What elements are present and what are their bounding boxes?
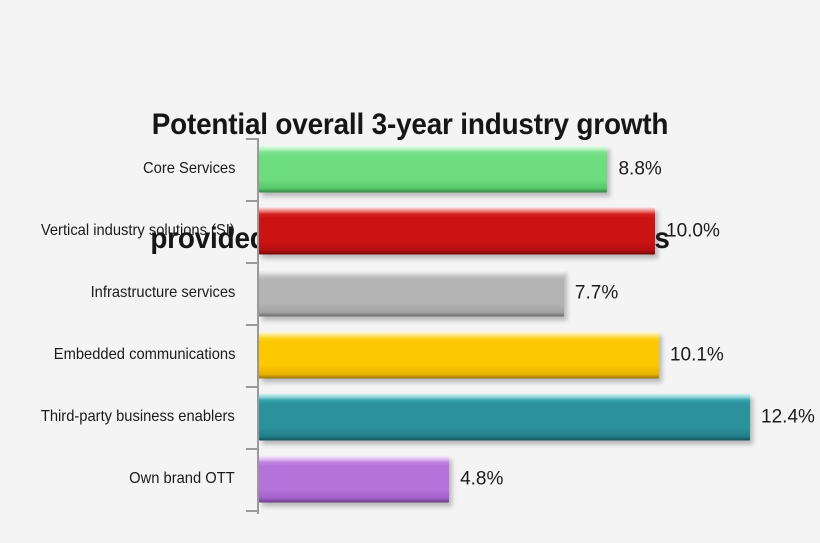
category-label: Third-party business enablers xyxy=(41,408,235,425)
axis-tick xyxy=(246,386,257,388)
bar-row: Infrastructure services 7.7% xyxy=(0,262,820,324)
axis-tick xyxy=(246,262,257,264)
bar-row: Third-party business enablers 12.4% xyxy=(0,386,820,448)
bar-row: Core Services 8.8% xyxy=(0,138,820,200)
category-label: Infrastructure services xyxy=(90,284,235,301)
category-label: Core Services xyxy=(142,160,235,177)
bar[interactable] xyxy=(259,145,608,193)
axis-tick xyxy=(246,200,257,202)
category-label: Vertical industry solutions (SI) xyxy=(41,222,235,239)
bar-value-label: 4.8% xyxy=(460,468,504,489)
bar-row: Own brand OTT 4.8% xyxy=(0,448,820,510)
bar-group: 8.8% xyxy=(259,145,662,193)
chart-title-line-1: Potential overall 3-year industry growth xyxy=(151,108,669,141)
bar-group: 4.8% xyxy=(259,455,504,503)
bar-row: Vertical industry solutions (SI) 10.0% xyxy=(0,200,820,262)
axis-tick xyxy=(246,138,257,140)
bar-value-label: 10.1% xyxy=(669,344,724,365)
bar[interactable] xyxy=(259,269,564,317)
bar-value-label: 8.8% xyxy=(618,158,662,179)
bar-group: 7.7% xyxy=(259,269,619,317)
category-label: Own brand OTT xyxy=(129,470,235,487)
bar-group: 12.4% xyxy=(259,393,815,441)
bar[interactable] xyxy=(259,207,655,255)
category-label: Embedded communications xyxy=(53,346,235,363)
bar-value-label: 12.4% xyxy=(761,406,815,427)
axis-tick xyxy=(246,510,257,512)
category-axis-line xyxy=(257,138,259,514)
axis-tick xyxy=(246,324,257,326)
bar-value-label: 7.7% xyxy=(574,282,619,303)
bar-group: 10.0% xyxy=(259,207,720,255)
bar[interactable] xyxy=(259,331,659,379)
bar[interactable] xyxy=(259,393,751,441)
bar-value-label: 10.0% xyxy=(666,220,720,241)
axis-tick xyxy=(246,448,257,450)
bar-row: Embedded communications 10.1% xyxy=(0,324,820,386)
bar-group: 10.1% xyxy=(259,331,724,379)
bar[interactable] xyxy=(259,455,450,503)
